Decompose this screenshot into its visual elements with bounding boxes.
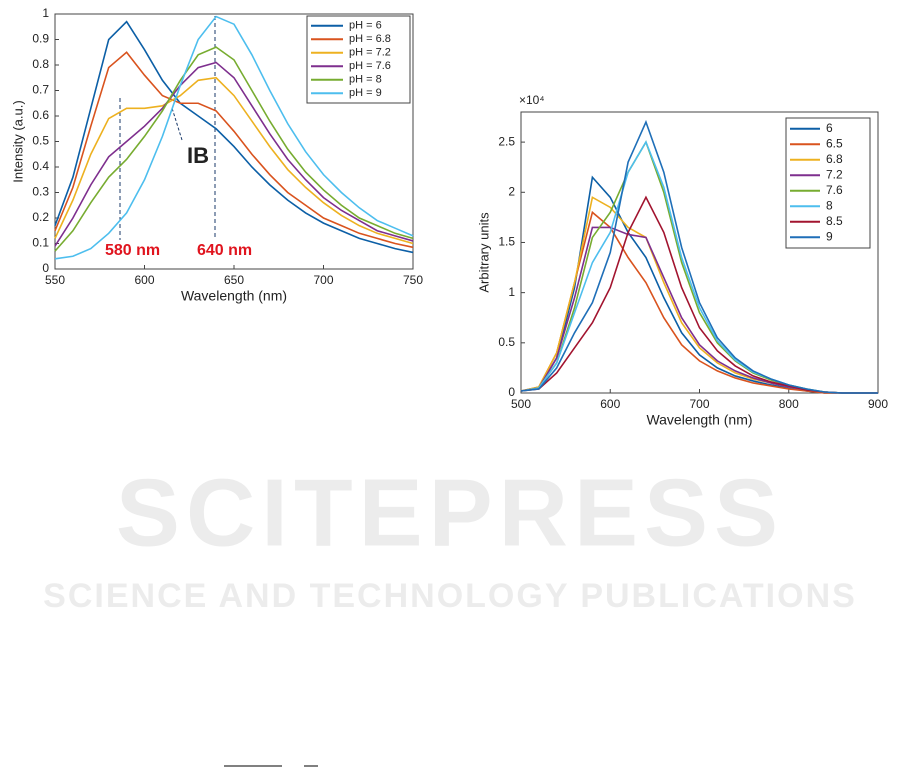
y-tick-label: 0 bbox=[508, 385, 515, 399]
x-tick-label: 600 bbox=[134, 273, 154, 287]
legend-label: 6 bbox=[826, 121, 833, 135]
y-tick-label: 1 bbox=[42, 6, 49, 20]
series-line bbox=[54, 61, 414, 247]
y-tick-label: 0 bbox=[42, 261, 49, 275]
y-tick-label: 2 bbox=[508, 184, 515, 198]
series-line bbox=[54, 51, 414, 249]
x-tick-label: 900 bbox=[868, 397, 888, 411]
x-tick-label: 800 bbox=[779, 397, 799, 411]
x-tick-label: 600 bbox=[600, 397, 620, 411]
x-tick-label: 550 bbox=[45, 273, 65, 287]
x-tick-label: 750 bbox=[403, 273, 423, 287]
series-line bbox=[54, 15, 414, 260]
guide-line bbox=[171, 107, 183, 141]
legend-label: 7.6 bbox=[826, 183, 843, 197]
y-tick-label: 0.4 bbox=[32, 159, 49, 173]
y-tick-label: 2.5 bbox=[498, 134, 515, 148]
x-tick-label: 500 bbox=[511, 397, 531, 411]
y-tick-label: 0.6 bbox=[32, 108, 49, 122]
x-axis-label: Wavelength (nm) bbox=[646, 412, 752, 428]
legend-label: 8.5 bbox=[826, 214, 843, 228]
series-line bbox=[520, 210, 878, 394]
legend-label: pH = 7.6 bbox=[349, 60, 391, 72]
legend-box bbox=[785, 117, 871, 249]
x-tick-label: 700 bbox=[313, 273, 333, 287]
y-axis-label: Arbitrary units bbox=[476, 212, 491, 293]
y-tick-label: 1 bbox=[508, 285, 515, 299]
y-axis-label: Intensity (a.u.) bbox=[10, 100, 25, 182]
annotation: IB bbox=[187, 143, 209, 168]
y-tick-label: 1.5 bbox=[498, 235, 515, 249]
series-line bbox=[54, 46, 414, 252]
y-tick-label: 0.5 bbox=[32, 134, 49, 148]
watermark-title: SCITEPRESS bbox=[116, 459, 784, 566]
series-line bbox=[54, 20, 414, 254]
legend-label: pH = 6.8 bbox=[349, 33, 391, 45]
legend-label: 7.2 bbox=[826, 167, 843, 181]
y-tick-label: 0.3 bbox=[32, 185, 49, 199]
annotation: 640 nm bbox=[197, 242, 252, 259]
legend-box bbox=[306, 15, 411, 104]
y-tick-label: 0.5 bbox=[498, 335, 515, 349]
series-line bbox=[54, 76, 414, 245]
legend-label: pH = 8 bbox=[349, 74, 382, 86]
y-tick-label: 0.2 bbox=[32, 210, 49, 224]
y-tick-label: 0.1 bbox=[32, 236, 49, 250]
series-line bbox=[520, 119, 878, 394]
legend-label: 9 bbox=[826, 229, 833, 243]
y-tick-label: 0.9 bbox=[32, 32, 49, 46]
annotation: 580 nm bbox=[105, 242, 160, 259]
legend-label: 6.8 bbox=[826, 152, 843, 166]
legend-label: 8 bbox=[826, 198, 833, 212]
y-tick-label: 0.8 bbox=[32, 57, 49, 71]
legend-label: 6.5 bbox=[826, 136, 843, 150]
watermark-subtitle: SCIENCE AND TECHNOLOGY PUBLICATIONS bbox=[43, 577, 857, 615]
x-axis-label: Wavelength (nm) bbox=[181, 288, 287, 304]
x-tick-label: 700 bbox=[689, 397, 709, 411]
legend-label: pH = 9 bbox=[349, 87, 382, 99]
legend-label: pH = 7.2 bbox=[349, 47, 391, 59]
y-tick-label: 0.7 bbox=[32, 83, 49, 97]
x-tick-label: 650 bbox=[224, 273, 244, 287]
legend-label: pH = 6 bbox=[349, 20, 382, 32]
y-scale-label: ×10⁴ bbox=[519, 93, 545, 107]
